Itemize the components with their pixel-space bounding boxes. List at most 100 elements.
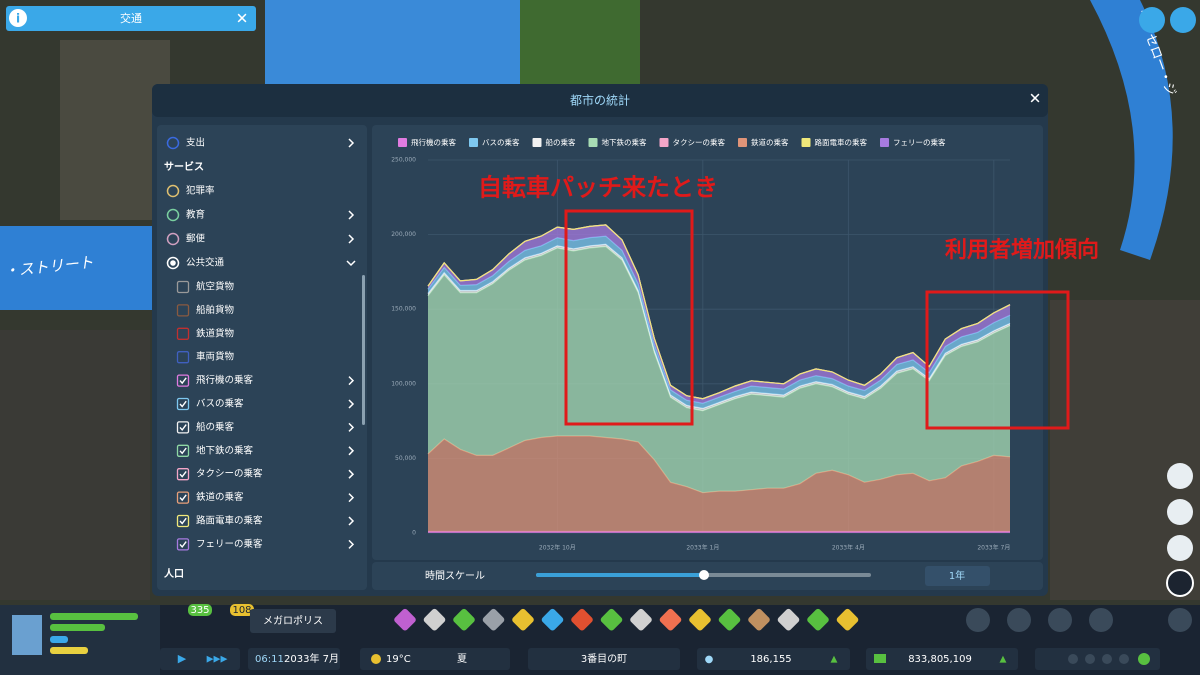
checkbox[interactable] — [176, 304, 190, 317]
chevron — [346, 260, 356, 267]
sidebar-item[interactable]: 犯罪率 — [186, 185, 215, 197]
park — [520, 0, 640, 85]
dialog-header — [152, 84, 1048, 117]
tool-icon[interactable] — [1089, 608, 1113, 632]
tool-icon[interactable] — [747, 608, 771, 632]
checkbox[interactable] — [176, 444, 190, 457]
close-button[interactable]: ✕ — [236, 10, 249, 28]
sidebar-item[interactable]: 鉄道の乗客 — [196, 491, 244, 503]
legend-label[interactable]: 路面電車の乗客 — [815, 137, 868, 147]
radio[interactable] — [166, 232, 180, 246]
sidebar-item[interactable]: 航空貨物 — [196, 281, 235, 293]
tool-icon[interactable] — [511, 608, 535, 632]
icon[interactable] — [1166, 569, 1194, 597]
checkbox[interactable] — [176, 514, 190, 528]
sidebar-item[interactable]: 鉄道貨物 — [196, 327, 235, 339]
checkbox[interactable] — [176, 374, 190, 387]
sidebar-item[interactable]: 公共交通 — [186, 257, 225, 269]
city-size: メガロポリス — [263, 615, 323, 627]
tool-icon[interactable] — [452, 608, 476, 632]
tool-icon[interactable] — [688, 608, 712, 632]
tool-icon[interactable] — [570, 608, 594, 632]
checkbox[interactable] — [176, 351, 190, 364]
level-badge — [188, 604, 212, 616]
tool-icon[interactable] — [481, 608, 505, 632]
slider-handle[interactable] — [699, 570, 709, 580]
tool-icon[interactable] — [1007, 608, 1031, 632]
icon[interactable] — [1167, 463, 1193, 489]
radio[interactable] — [166, 184, 180, 198]
sidebar-item[interactable]: 船舶貨物 — [196, 304, 235, 316]
tool-icon[interactable] — [806, 608, 830, 632]
tool-icon[interactable] — [393, 608, 417, 632]
camera-icon[interactable] — [1168, 608, 1192, 632]
legend-label[interactable]: タクシーの乗客 — [673, 137, 726, 147]
tool-icon[interactable] — [966, 608, 990, 632]
sidebar-item[interactable]: 飛行機の乗客 — [196, 374, 254, 386]
play-button[interactable]: ▶ — [178, 652, 187, 665]
chevron — [348, 446, 355, 456]
checkbox[interactable] — [176, 491, 190, 504]
sidebar-item[interactable]: 地下鉄の乗客 — [196, 444, 254, 456]
legend-label[interactable]: 鉄道の乗客 — [751, 137, 789, 147]
tool-icon[interactable] — [835, 608, 859, 632]
chevron — [348, 422, 355, 432]
sidebar-item[interactable]: 路面電車の乗客 — [196, 515, 263, 527]
time-scale-value: 1年 — [949, 569, 965, 582]
fast-button[interactable]: ▶▶▶ — [207, 655, 228, 665]
population-icon: ● — [705, 654, 714, 665]
tool-icon[interactable] — [540, 608, 564, 632]
weather-box — [360, 648, 510, 670]
sidebar-item[interactable]: タクシーの乗客 — [196, 468, 263, 480]
sidebar-item[interactable]: バスの乗客 — [196, 398, 244, 410]
checkbox[interactable] — [176, 327, 190, 340]
icon[interactable] — [1167, 499, 1193, 525]
tool-icon[interactable] — [422, 608, 446, 632]
chevron — [348, 516, 355, 526]
radio[interactable] — [166, 136, 180, 150]
milestone: 108 — [232, 605, 251, 616]
checkmark — [179, 470, 187, 478]
sidebar-item[interactable]: フェリーの乗客 — [196, 538, 263, 550]
checkbox[interactable] — [176, 280, 190, 294]
population: 186,155 — [750, 654, 791, 665]
radio[interactable] — [166, 208, 180, 222]
demand-bar — [50, 647, 88, 654]
tool-icon[interactable] — [1048, 608, 1072, 632]
legend-label[interactable]: バスの乗客 — [482, 137, 520, 147]
legend-label[interactable]: 船の乗客 — [546, 137, 576, 147]
annotation-box — [564, 209, 694, 426]
sidebar-item[interactable]: 教育 — [186, 209, 205, 221]
tool-icon[interactable] — [599, 608, 623, 632]
legend-label[interactable]: 飛行機の乗客 — [411, 137, 456, 147]
checkbox[interactable] — [176, 538, 190, 551]
tool-icon[interactable] — [717, 608, 741, 632]
tool-icon[interactable] — [629, 608, 653, 632]
tool-icon[interactable] — [776, 608, 800, 632]
happiness-icon — [1085, 654, 1095, 664]
checkbox[interactable] — [176, 397, 190, 411]
checkmark — [179, 377, 187, 385]
legend-label[interactable]: フェリーの乗客 — [893, 137, 946, 147]
radio[interactable] — [166, 256, 180, 270]
area — [428, 436, 1010, 532]
y-tick-label: 200,000 — [391, 231, 416, 238]
time-scale-box — [925, 566, 990, 586]
sidebar-item[interactable]: 郵便 — [186, 233, 206, 245]
area — [428, 246, 1010, 493]
info-icon[interactable] — [9, 9, 27, 27]
tool-icon[interactable] — [658, 608, 682, 632]
icon[interactable] — [1139, 7, 1165, 33]
checkmark — [179, 447, 187, 455]
sidebar-item[interactable]: 車両貨物 — [196, 351, 235, 363]
close-button[interactable]: ✕ — [1029, 90, 1042, 108]
dialog-title: 都市の統計 — [570, 93, 630, 108]
icon[interactable] — [1170, 7, 1196, 33]
checkbox[interactable] — [176, 421, 190, 434]
icon[interactable] — [1167, 535, 1193, 561]
happiness-icon — [1119, 654, 1129, 664]
checkbox[interactable] — [176, 468, 190, 481]
sidebar-item[interactable]: 船の乗客 — [196, 421, 235, 433]
sidebar-item[interactable]: 支出 — [186, 137, 205, 149]
legend-label[interactable]: 地下鉄の乗客 — [602, 137, 647, 147]
